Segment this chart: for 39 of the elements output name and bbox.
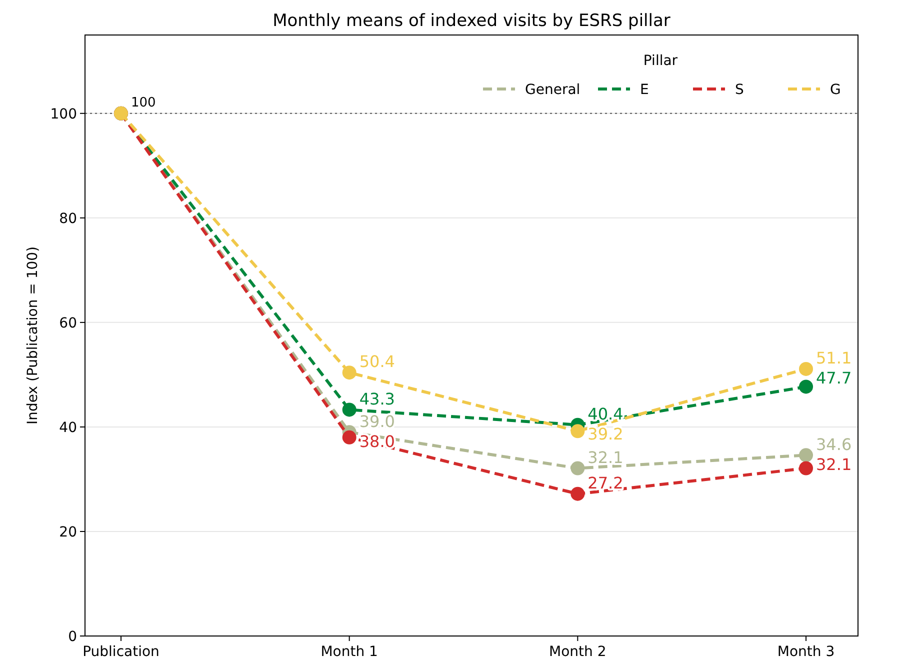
x-tick-label: Publication [82,644,160,660]
legend-label: General [525,82,580,98]
y-tick-label: 80 [59,210,77,227]
annotation: 100 [131,95,156,110]
data-label: 39.2 [588,424,624,444]
data-label: 32.1 [588,448,624,467]
y-tick-label: 20 [59,524,77,540]
data-label: 47.7 [816,368,852,388]
x-tick-label: Month 3 [777,644,835,660]
y-tick-label: 0 [68,628,77,645]
point [342,402,356,417]
legend-label: G [830,82,841,98]
data-label: 50.4 [359,352,395,372]
x-tick-label: Month 1 [320,644,378,660]
data-label: 51.1 [816,348,852,368]
x-tick-label: Month 2 [549,644,606,660]
point [799,380,813,394]
point [342,430,356,444]
data-label: 40.4 [588,404,624,424]
y-tick-label: 40 [59,420,77,436]
data-label: 34.6 [816,434,852,454]
legend-title: Pillar [643,53,678,69]
data-label: 32.1 [816,454,852,474]
point [570,486,585,501]
y-tick-label: 100 [50,106,77,122]
point [799,448,813,462]
point [799,461,813,476]
data-label: 43.3 [359,389,395,408]
legend-label: S [735,82,744,98]
point [799,362,813,376]
y-tick-label: 60 [59,315,77,332]
data-label: 27.2 [588,473,624,492]
point [570,424,585,438]
chart-title: Monthly means of indexed visits by ESRS pillar [272,11,670,31]
point [570,461,585,476]
point [342,366,356,380]
legend-label: E [640,82,649,98]
data-label: 39.0 [359,412,395,431]
y-axis-title: Index (Publication = 100) [25,246,41,425]
